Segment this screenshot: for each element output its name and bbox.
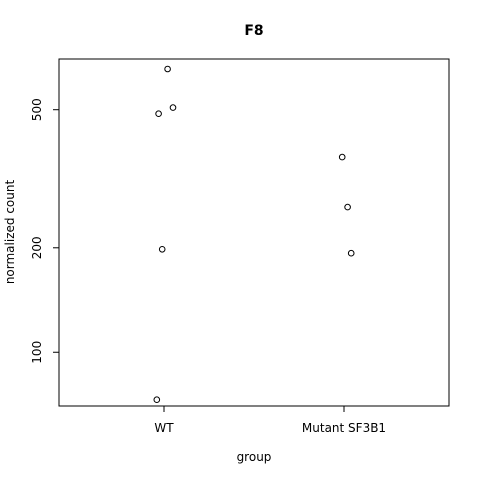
data-point <box>153 396 161 404</box>
y-axis-label: normalized count <box>3 180 17 285</box>
data-point <box>338 153 346 161</box>
data-point <box>169 104 177 111</box>
plot-frame <box>58 58 450 407</box>
x-axis-label: group <box>237 450 272 464</box>
x-axis: WT Mutant SF3B1 <box>154 406 386 435</box>
data-point <box>155 110 162 117</box>
data-point <box>347 249 355 257</box>
data-point <box>344 203 351 211</box>
y-axis: 100 200 500 <box>30 98 59 364</box>
y-tick-label: 500 <box>30 98 44 121</box>
data-point <box>158 246 166 253</box>
data-point <box>164 65 171 73</box>
y-tick-label: 100 <box>30 341 44 364</box>
data-points <box>153 65 355 404</box>
chart-title: F8 <box>244 23 263 39</box>
x-tick-label: Mutant SF3B1 <box>302 421 386 435</box>
x-tick-label: WT <box>154 421 174 435</box>
y-tick-label: 200 <box>30 236 44 259</box>
